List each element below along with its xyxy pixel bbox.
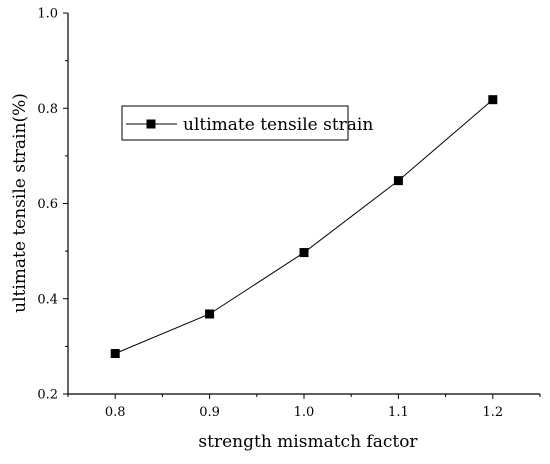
x-axis-ticks: 0.8 0.9 1.0 1.1 1.2 <box>67 394 541 420</box>
data-point <box>110 349 120 359</box>
y-tick-label: 0.8 <box>37 102 58 117</box>
data-point <box>393 176 403 186</box>
x-tick-label: 0.9 <box>199 405 220 420</box>
y-tick-label: 0.2 <box>37 388 58 403</box>
y-tick-label: 0.4 <box>37 292 58 307</box>
x-tick-label: 1.2 <box>482 405 503 420</box>
x-tick-label: 1.0 <box>294 405 315 420</box>
y-axis-ticks: 0.2 0.4 0.6 0.8 1.0 <box>37 7 68 403</box>
data-point <box>488 95 498 105</box>
axes <box>67 13 540 395</box>
x-tick-label: 1.1 <box>388 405 409 420</box>
x-axis-label: strength mismatch factor <box>198 432 418 452</box>
y-tick-label: 0.6 <box>37 197 58 212</box>
legend-marker <box>146 119 156 129</box>
y-axis-label: ultimate tensile strain(%) <box>10 93 30 313</box>
legend: ultimate tensile strain <box>121 105 373 141</box>
data-point <box>299 248 309 258</box>
y-tick-label: 1.0 <box>37 7 58 22</box>
legend-box <box>121 105 349 141</box>
series-layer <box>110 95 498 359</box>
data-point <box>205 309 215 319</box>
x-tick-label: 0.8 <box>105 405 126 420</box>
legend-label: ultimate tensile strain <box>183 115 373 135</box>
